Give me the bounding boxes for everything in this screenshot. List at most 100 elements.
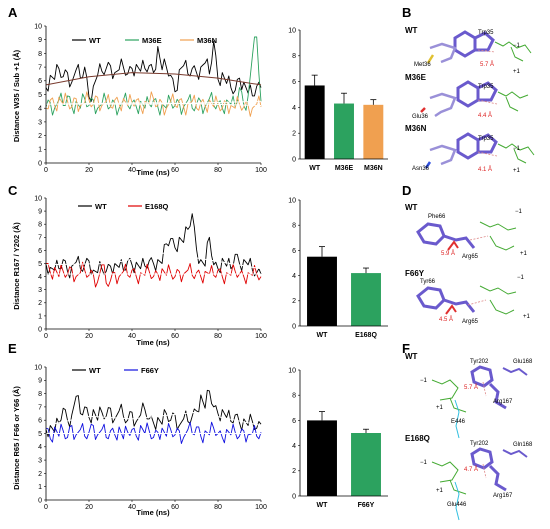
x-tick-label: 80	[214, 504, 222, 511]
f-title-wt: WT	[405, 352, 418, 361]
series-line-f66y	[45, 421, 262, 444]
bar-m36e	[334, 103, 354, 159]
b-molecule-m36n	[424, 132, 535, 169]
fit-line-wt	[45, 252, 262, 270]
d-res1-wt: Phe66	[428, 214, 446, 220]
f-title-e168q: E168Q	[405, 434, 430, 443]
legend-label-e168q: E168Q	[145, 202, 169, 211]
bar-category-label: F66Y	[358, 502, 375, 509]
b-plus1-wt: +1	[513, 69, 521, 75]
b-molecule-wt	[426, 30, 532, 64]
y-tick-label: 4	[38, 274, 42, 281]
panel-f-structures: WT Tyr202 Arg167 Glu168 E446 5.7 Å −1 +1…	[405, 352, 533, 521]
y-tick-label: 6	[292, 418, 296, 425]
b-dist-m36n: 4.1 Å	[478, 166, 492, 173]
b-title-wt: WT	[405, 26, 418, 35]
b-trp-m36n: Trp35	[478, 136, 494, 142]
panel-letter-f: F	[402, 341, 410, 356]
series-line-wt	[45, 213, 262, 279]
b-res-m36n: Asn36	[412, 166, 430, 172]
y-tick-label: 8	[292, 393, 296, 400]
y-axis-title-a: Distance W35 / Sub +1 (Å)	[12, 49, 21, 142]
f-res2-e168q: Arg167	[493, 493, 513, 499]
bar-chart-e-bar: WT F66Y 0 2 4 6 8 10	[288, 367, 388, 509]
y-tick-label: 5	[38, 92, 42, 99]
y-tick-label: 10	[288, 367, 296, 374]
y-axis-title-e: Distance R65 / F66 or Y66 (Å)	[12, 386, 21, 490]
y-tick-label: 4	[292, 443, 296, 450]
f-molecule-wt	[431, 365, 528, 439]
y-tick-label: 10	[34, 23, 42, 30]
b-trp-wt: Trp35	[478, 30, 494, 36]
d-res2-f66y: Arg65	[462, 319, 479, 325]
y-tick-label: 3	[38, 287, 42, 294]
bar-wt	[304, 85, 325, 159]
fit-line-m36n	[45, 102, 262, 106]
b-res-wt: Met36	[414, 62, 431, 68]
y-tick-label: 2	[292, 468, 296, 475]
y-tick-label: 2	[292, 131, 296, 138]
x-axis-title-e: Time (ns)	[136, 508, 170, 517]
bar-chart-c-bar: WT E168Q 0 2 4 6 8 10	[288, 197, 388, 339]
y-tick-label: 6	[38, 418, 42, 425]
panel-b-structures: WT Trp35 Met36 5.7 Å −1 +1 M36E Trp35 Gl…	[405, 26, 535, 174]
bar-m36n	[363, 104, 384, 159]
y-tick-label: 0	[292, 323, 296, 330]
bar-category-label: WT	[309, 165, 321, 172]
bar-category-label: WT	[317, 332, 329, 339]
f-res4-wt: E446	[451, 419, 466, 425]
panel-letter-c: C	[8, 183, 18, 198]
x-tick-label: 20	[85, 167, 93, 174]
y-tick-label: 7	[38, 65, 42, 72]
b-dist-wt: 5.7 Å	[480, 61, 494, 68]
y-tick-label: 7	[38, 404, 42, 411]
series-line-wt	[45, 389, 262, 438]
y-tick-label: 8	[38, 391, 42, 398]
d-dist-f66y: 4.5 Å	[439, 316, 453, 323]
y-tick-label: 6	[38, 78, 42, 85]
y-tick-label: 8	[292, 53, 296, 60]
y-tick-label: 6	[292, 248, 296, 255]
b-trp-m36e: Trp35	[478, 84, 494, 90]
b-molecule-m36e	[420, 80, 529, 118]
x-tick-label: 80	[214, 167, 222, 174]
f-plus1-e168q: +1	[436, 488, 444, 494]
y-tick-label: 8	[292, 223, 296, 230]
y-tick-label: 1	[38, 484, 42, 491]
bar-e168q	[351, 273, 381, 326]
y-tick-label: 2	[292, 298, 296, 305]
y-tick-label: 3	[38, 119, 42, 126]
d-minus1-wt: −1	[515, 209, 523, 215]
legend-label-wt-a: WT	[89, 36, 101, 45]
f-plus1-wt: +1	[436, 405, 444, 411]
series-line-wt	[45, 40, 262, 102]
y-tick-label: 1	[38, 147, 42, 154]
bar-category-label: M36N	[364, 165, 383, 172]
y-tick-label: 0	[38, 160, 42, 167]
panel-d-structures: WT Phe66 Arg65 5.9 Å −1 +1 F66Y Tyr66 Ar…	[405, 203, 531, 325]
x-tick-label: 100	[255, 333, 267, 340]
panel-letter-e: E	[8, 341, 17, 356]
panel-letter-a: A	[8, 5, 18, 20]
y-tick-label: 9	[38, 209, 42, 216]
y-tick-label: 0	[292, 156, 296, 163]
f-minus1-e168q: −1	[420, 460, 428, 466]
y-tick-label: 9	[38, 378, 42, 385]
y-tick-label: 10	[288, 197, 296, 204]
x-tick-label: 60	[171, 504, 179, 511]
fit-line-wt	[45, 411, 262, 426]
legend-label-m36n: M36N	[197, 36, 217, 45]
x-tick-label: 40	[128, 504, 136, 511]
b-minus1-wt: −1	[513, 43, 521, 49]
y-tick-label: 4	[38, 444, 42, 451]
y-tick-label: 8	[38, 51, 42, 58]
legend-label-m36e: M36E	[142, 36, 162, 45]
x-tick-label: 60	[171, 333, 179, 340]
y-tick-label: 0	[38, 497, 42, 504]
legend-label-wt-c: WT	[95, 202, 107, 211]
y-tick-label: 2	[38, 300, 42, 307]
x-tick-label: 0	[44, 333, 48, 340]
